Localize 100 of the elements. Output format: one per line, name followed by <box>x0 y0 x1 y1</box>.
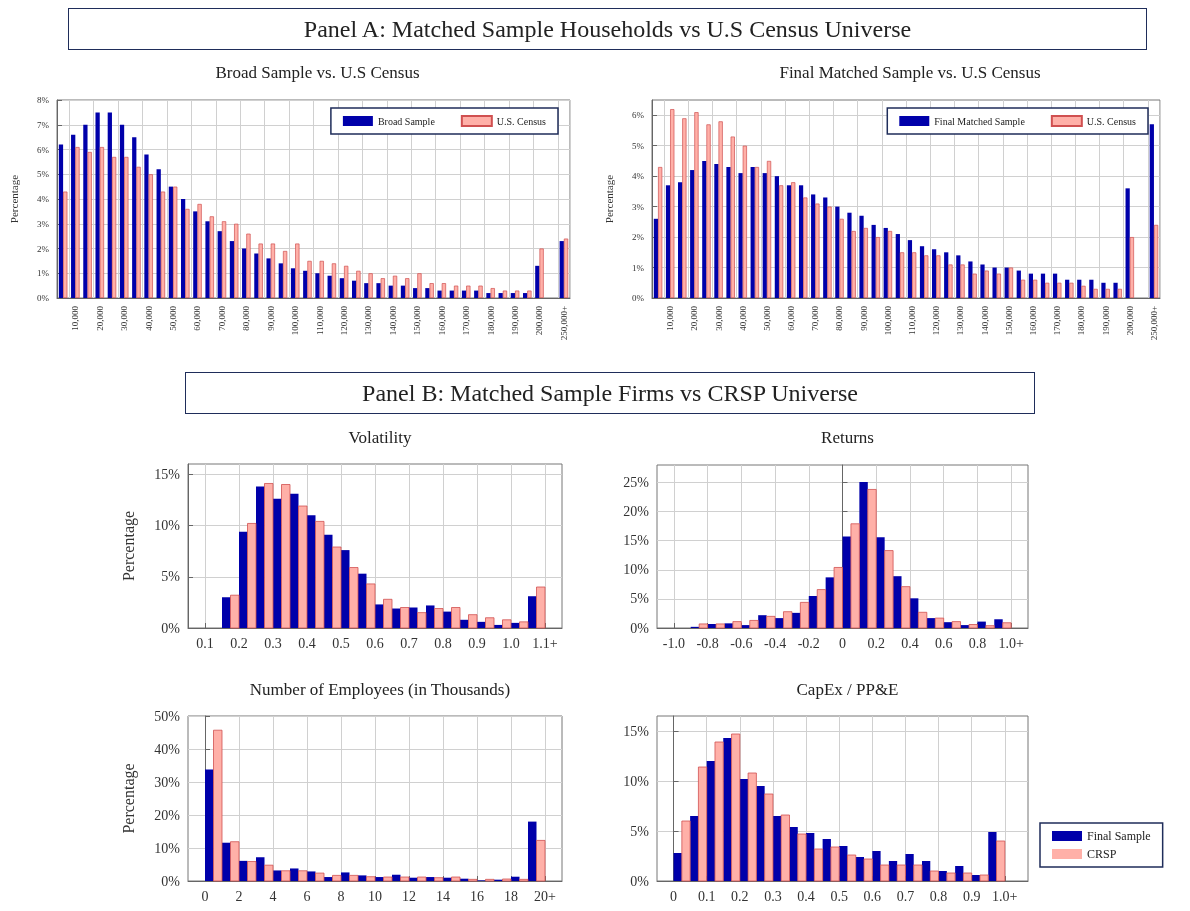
x-tick-label: 150,000 <box>1003 305 1014 336</box>
y-tick-label: 7% <box>37 119 50 130</box>
bar <box>960 264 965 298</box>
bar <box>392 275 398 298</box>
bar <box>136 166 141 298</box>
x-tick-label: 0 <box>839 635 846 651</box>
x-tick-label: 70,000 <box>216 305 227 331</box>
y-tick-label: 8% <box>37 95 50 105</box>
bar <box>539 248 544 298</box>
bar <box>221 221 227 298</box>
x-tick-label: 0.8 <box>929 888 948 904</box>
bar <box>694 112 699 298</box>
bar <box>875 237 880 298</box>
bar <box>907 240 913 298</box>
y-tick-label: 15% <box>154 466 181 482</box>
x-tick-label: 120,000 <box>931 305 942 336</box>
x-tick-label: 200,000 <box>534 305 545 336</box>
bar <box>702 160 707 298</box>
bar <box>738 173 743 298</box>
bar <box>956 255 961 298</box>
bar <box>996 273 1001 298</box>
y-tick-label: 3% <box>37 218 50 229</box>
legend-label: Broad Sample <box>377 115 436 127</box>
bar <box>682 118 687 298</box>
y-tick-label: 20% <box>623 504 650 520</box>
bar <box>132 137 137 298</box>
bar <box>791 182 796 298</box>
bar <box>726 167 731 298</box>
x-tick-label: 100,000 <box>290 305 301 336</box>
x-tick-label: 120,000 <box>339 305 350 336</box>
y-tick-label: 5% <box>630 823 650 839</box>
x-tick-label: 0.1 <box>196 635 214 651</box>
bar <box>315 273 320 298</box>
x-tick-label: 40,000 <box>737 305 748 331</box>
bar <box>823 197 828 298</box>
x-tick-label: 0.4 <box>797 888 815 904</box>
x-tick-label: 0 <box>670 888 678 904</box>
bar <box>197 203 202 298</box>
bar <box>173 186 178 298</box>
bar <box>762 173 767 298</box>
bar <box>653 218 659 298</box>
bar <box>895 234 900 298</box>
x-tick-label: 150,000 <box>412 305 423 336</box>
bar <box>944 252 949 298</box>
y-tick-label: 10% <box>154 518 181 533</box>
bar <box>559 241 564 298</box>
x-tick-label: -0.6 <box>730 635 753 651</box>
bar <box>835 206 840 298</box>
bar <box>847 212 852 298</box>
bar <box>1069 282 1074 298</box>
bar <box>535 265 540 298</box>
bar <box>160 191 166 298</box>
x-tick-label: 16 <box>470 888 484 904</box>
y-tick-label: 5% <box>630 591 650 607</box>
bar <box>1065 279 1070 298</box>
y-tick-label: 4% <box>37 194 50 204</box>
x-tick-label: 0.9 <box>468 635 486 651</box>
x-tick-label: 14 <box>436 888 450 904</box>
bar <box>466 285 471 298</box>
y-tick-label: 5% <box>161 569 181 585</box>
bar <box>95 112 100 298</box>
bar <box>1028 273 1033 298</box>
bar <box>303 270 308 298</box>
y-tick-label: 10% <box>623 562 650 578</box>
bar <box>502 290 508 298</box>
bar <box>948 264 953 298</box>
chart-title: Volatility <box>348 428 412 447</box>
x-tick-label: 18 <box>504 888 518 904</box>
bar <box>980 264 985 298</box>
x-tick-label: -0.2 <box>797 635 820 651</box>
x-tick-label: 90,000 <box>265 305 276 331</box>
bar <box>859 215 864 298</box>
y-tick-label: 50% <box>154 708 181 724</box>
bar <box>1045 282 1050 298</box>
chart-title: Returns <box>821 428 874 447</box>
y-axis-title: Percentage <box>119 510 138 582</box>
bar <box>992 267 997 298</box>
bar <box>968 261 973 298</box>
bar <box>229 241 235 298</box>
bar <box>1081 285 1086 298</box>
bar <box>331 263 337 298</box>
x-tick-label: 160,000 <box>1028 305 1038 336</box>
x-tick-label: 110,000 <box>907 305 918 335</box>
x-tick-label: 70,000 <box>810 305 821 331</box>
x-tick-label: 180,000 <box>485 305 496 336</box>
bar <box>413 288 418 298</box>
bar <box>510 293 516 298</box>
x-tick-label: 250,000+ <box>558 306 569 341</box>
x-tick-label: 0.4 <box>298 635 316 651</box>
bar <box>1101 282 1106 298</box>
y-tick-label: 15% <box>623 533 650 549</box>
bar <box>185 208 190 298</box>
bar <box>1033 279 1038 298</box>
bar <box>863 227 868 298</box>
bar <box>1105 288 1110 298</box>
y-axis-title: Percentage <box>119 763 138 834</box>
y-tick-label: 4% <box>632 171 645 182</box>
bar <box>307 260 312 298</box>
x-tick-label: 250,000+ <box>1148 306 1159 341</box>
y-tick-label: 2% <box>632 232 645 243</box>
